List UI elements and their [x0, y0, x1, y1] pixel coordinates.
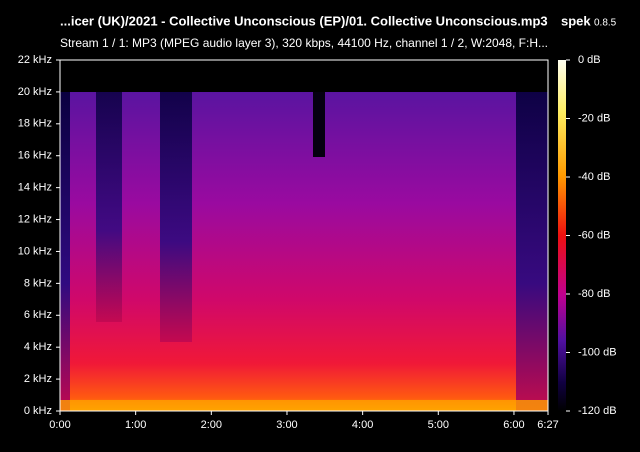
y-tick-label: 18 kHz	[18, 118, 52, 130]
y-tick-label: 12 kHz	[18, 213, 52, 225]
y-tick-label: 16 kHz	[18, 150, 52, 162]
x-tick-label: 6:27	[537, 419, 558, 431]
y-tick-label: 14 kHz	[18, 182, 52, 194]
subtitle: Stream 1 / 1: MP3 (MPEG audio layer 3), …	[60, 36, 548, 50]
y-tick-label: 20 kHz	[18, 86, 52, 98]
y-tick-label: 10 kHz	[18, 245, 52, 257]
x-tick-label: 0:00	[49, 419, 70, 431]
app-version: 0.8.5	[594, 18, 617, 29]
y-tick-label: 22 kHz	[18, 54, 52, 66]
x-tick-label: 5:00	[428, 419, 449, 431]
x-tick-label: 1:00	[125, 419, 146, 431]
y-tick-label: 0 kHz	[24, 405, 52, 417]
spectrogram-image	[60, 60, 548, 411]
plot-frame	[59, 59, 549, 412]
y-tick-label: 6 kHz	[24, 309, 52, 321]
y-tick-label: 8 kHz	[24, 277, 52, 289]
x-tick-label: 2:00	[201, 419, 222, 431]
colorbar-tick-label: -60 dB	[578, 229, 610, 241]
colorbar-tick-label: -80 dB	[578, 288, 610, 300]
colorbar	[558, 60, 566, 411]
y-tick-label: 4 kHz	[24, 341, 52, 353]
colorbar-tick-label: -120 dB	[578, 405, 617, 417]
colorbar-tick-label: -20 dB	[578, 112, 610, 124]
colorbar-tick-label: -100 dB	[578, 346, 617, 358]
colorbar-tick-label: 0 dB	[578, 54, 601, 66]
x-tick-label: 3:00	[276, 419, 297, 431]
x-tick-label: 4:00	[352, 419, 373, 431]
app-name: spek	[561, 13, 591, 28]
x-tick-label: 6:00	[503, 419, 524, 431]
title: ...icer (UK)/2021 - Collective Unconscio…	[60, 13, 548, 28]
y-tick-label: 2 kHz	[24, 373, 52, 385]
colorbar-tick-label: -40 dB	[578, 171, 610, 183]
